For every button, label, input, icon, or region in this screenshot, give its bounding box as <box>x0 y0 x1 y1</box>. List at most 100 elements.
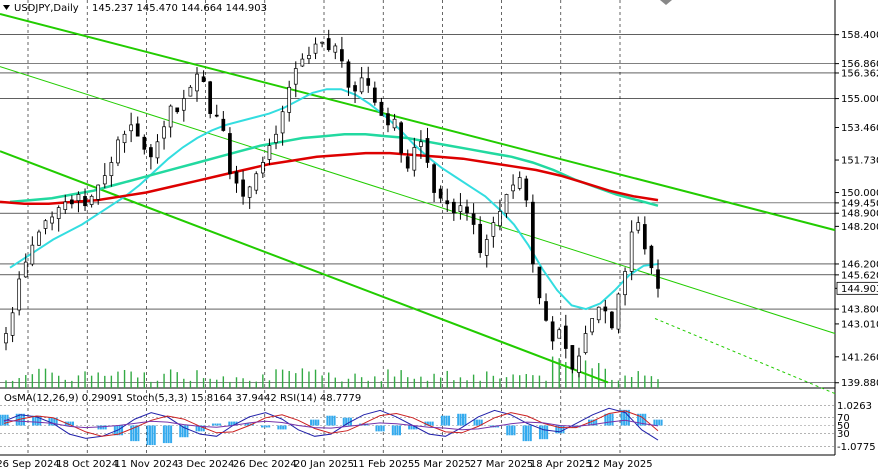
candle-body <box>353 85 357 92</box>
candle-body <box>17 278 22 311</box>
candle-body <box>478 223 483 254</box>
y-tick-label: 155.000 <box>841 94 878 105</box>
candle-body <box>287 86 292 113</box>
candle-body <box>511 184 515 192</box>
candle-body <box>234 171 239 184</box>
candle-body <box>629 231 634 272</box>
candle-body <box>590 318 594 333</box>
candle-body <box>320 41 324 44</box>
candle-body <box>142 136 147 150</box>
y-tick-label: 153.460 <box>841 123 878 134</box>
candle-body <box>399 122 404 154</box>
candle-body <box>23 261 28 278</box>
candle-body <box>83 196 87 207</box>
x-tick-label: 3 Dec 2024 <box>177 459 235 470</box>
scroll-marker-icon[interactable] <box>660 0 672 5</box>
stoch-main-line <box>3 407 659 441</box>
y-tick-label: 141.260 <box>841 352 878 363</box>
candle-body <box>623 271 627 296</box>
stoch-signal-line <box>3 410 659 437</box>
candle-body <box>10 312 15 336</box>
candle-body <box>307 54 311 60</box>
candle-body <box>386 113 390 126</box>
y-tick-label: 156.362 <box>841 68 878 79</box>
candle-body <box>458 205 463 212</box>
candle-body <box>149 147 153 158</box>
candle-body <box>550 321 555 342</box>
candle-body <box>50 216 54 224</box>
candle-body <box>109 162 114 177</box>
candle-body <box>208 81 213 114</box>
candle-body <box>129 124 133 132</box>
candle-body <box>76 194 81 201</box>
candle-body <box>557 329 562 339</box>
horizontal-levels <box>0 34 835 384</box>
candle-body <box>524 178 529 201</box>
channel-lower-extension-line <box>654 318 836 395</box>
ema-fast-line <box>9 88 659 311</box>
candle-body <box>498 210 502 227</box>
osc-level-label: 70 <box>837 413 850 424</box>
y-tick-label: 145.620 <box>841 270 878 281</box>
candle-body <box>445 200 450 205</box>
candle-body <box>392 118 397 129</box>
candle-body <box>544 301 548 321</box>
candle-body <box>241 179 245 197</box>
candle-body <box>405 156 410 169</box>
candle-body <box>30 244 35 265</box>
candle-body <box>563 325 568 349</box>
candle-body <box>188 86 193 97</box>
moving-averages <box>0 88 659 311</box>
candle-body <box>419 141 423 147</box>
candle-body <box>412 147 417 171</box>
candle-body <box>465 206 469 214</box>
candle-body <box>326 38 331 51</box>
candle-body <box>293 68 298 85</box>
candle-body <box>425 138 430 163</box>
y-tick-label: 156.860 <box>841 59 878 70</box>
candle-body <box>642 224 647 250</box>
x-tick-label: 20 Jan 2025 <box>294 459 354 470</box>
candle-body <box>596 306 601 321</box>
candle-body <box>603 306 608 312</box>
symbol-dropdown-icon[interactable] <box>3 5 10 10</box>
x-tick-label: 5 Mar 2025 <box>414 459 471 470</box>
candle-body <box>214 114 219 117</box>
candle-body <box>531 201 535 265</box>
candle-body <box>504 194 509 214</box>
candle-body <box>313 43 318 54</box>
channel-middle-line <box>0 66 836 334</box>
candle-body <box>168 105 173 128</box>
candle-body <box>484 239 489 256</box>
candle-body <box>570 345 575 370</box>
candle-body <box>379 101 384 116</box>
y-tick-label: 143.010 <box>841 319 878 330</box>
candle-body <box>175 107 180 113</box>
candle-body <box>636 222 641 231</box>
candle-body <box>372 87 377 103</box>
candle-body <box>102 175 107 185</box>
y-tick-label: 143.800 <box>841 305 878 316</box>
candle-body <box>89 195 94 205</box>
candle-body <box>346 61 351 88</box>
candle-body <box>201 76 206 83</box>
candle-body <box>359 77 364 93</box>
ohlc-readout: 145.237 145.470 144.664 144.903 <box>92 3 267 14</box>
candle-body <box>260 162 265 174</box>
candle-body <box>366 78 371 86</box>
candle-body <box>471 213 476 225</box>
candle-body <box>610 311 614 329</box>
candle-body <box>340 49 344 62</box>
x-tick-label: 27 Mar 2025 <box>470 459 533 470</box>
candle-body <box>135 123 140 137</box>
candle-body <box>280 111 285 134</box>
y-tick-label: 148.900 <box>841 209 878 220</box>
candle-body <box>267 145 272 160</box>
candlesticks <box>4 29 660 378</box>
candle-body <box>96 184 101 200</box>
candle-body <box>616 293 621 330</box>
candle-body <box>4 333 8 344</box>
